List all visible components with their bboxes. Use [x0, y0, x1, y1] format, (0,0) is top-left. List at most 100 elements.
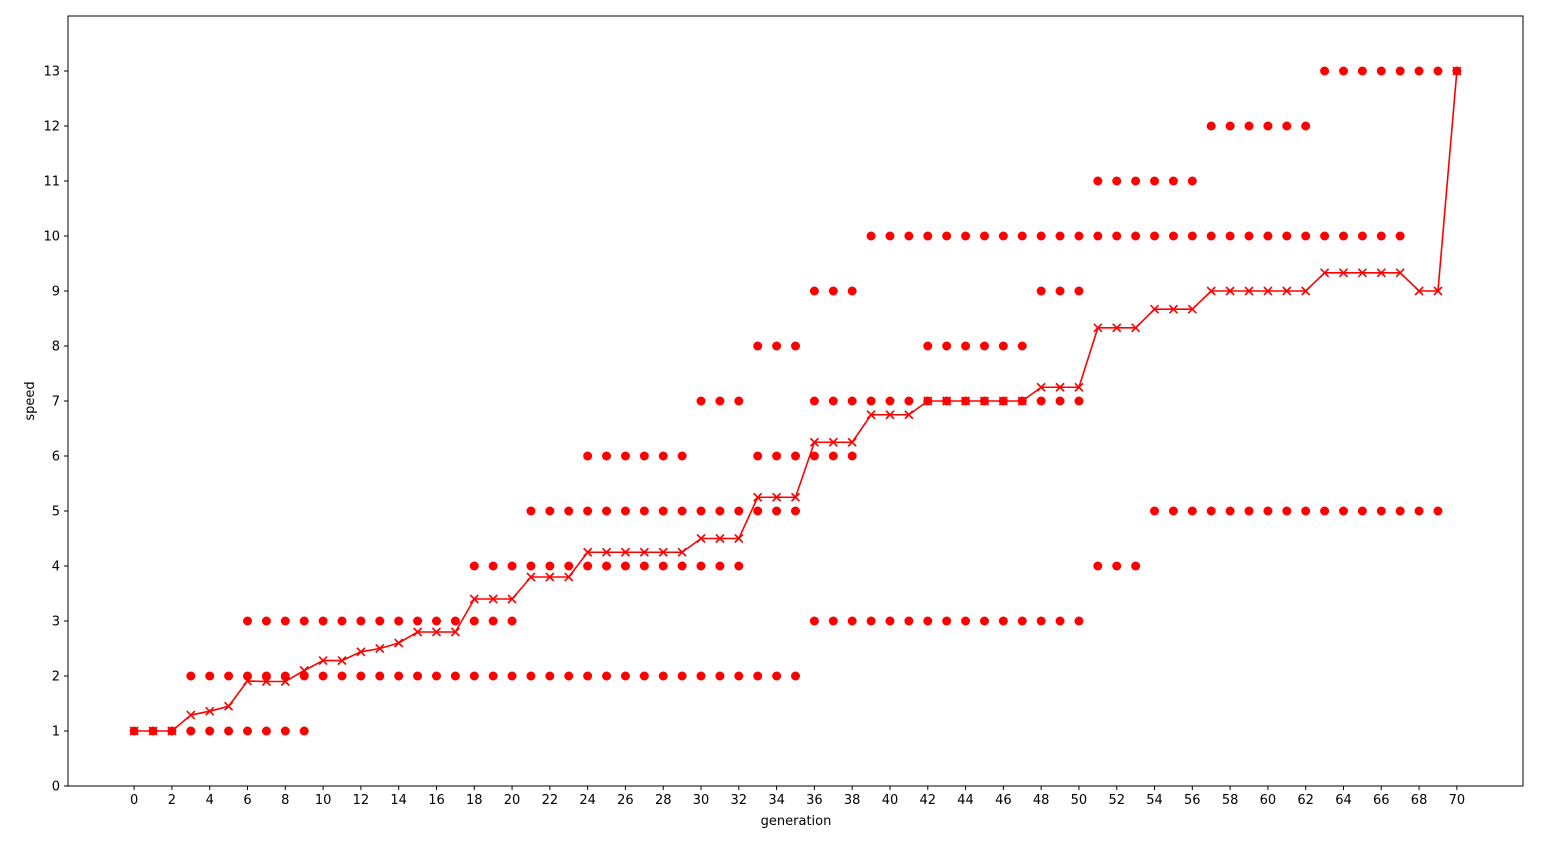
mean-marker [564, 572, 574, 582]
population-point [1225, 506, 1235, 516]
population-point [772, 341, 782, 351]
y-tick-label: 4 [52, 560, 60, 575]
population-point [1017, 231, 1027, 241]
y-tick-label: 6 [52, 450, 60, 465]
population-point [942, 616, 952, 626]
population-point [828, 616, 838, 626]
population-point [1036, 616, 1046, 626]
mean-marker [1433, 286, 1443, 296]
x-tick-label: 12 [353, 793, 370, 808]
population-point [866, 396, 876, 406]
population-point [866, 231, 876, 241]
population-point [1263, 121, 1273, 131]
mean-marker [280, 676, 290, 687]
population-point [1074, 231, 1084, 241]
population-point [469, 616, 479, 626]
population-point [620, 671, 630, 681]
population-point [1187, 506, 1197, 516]
population-point [356, 616, 366, 626]
population-point [431, 616, 441, 626]
mean-marker [1168, 304, 1178, 314]
population-point [658, 506, 668, 516]
population-point [545, 506, 555, 516]
population-point [450, 671, 460, 681]
population-point [791, 506, 800, 516]
population-point [583, 451, 593, 461]
population-point [564, 561, 574, 571]
population-point [337, 671, 347, 681]
y-tick-label: 13 [43, 65, 60, 80]
mean-marker [583, 547, 593, 557]
x-tick-label: 70 [1449, 793, 1466, 808]
population-point [394, 671, 404, 681]
population-point [318, 616, 328, 626]
population-point [583, 671, 593, 681]
y-tick-label: 3 [52, 615, 60, 630]
x-tick-label: 10 [315, 793, 332, 808]
population-point [904, 616, 914, 626]
population-point [1357, 506, 1367, 516]
mean-marker [828, 437, 838, 447]
population-point [1357, 231, 1367, 241]
population-point [1168, 176, 1178, 186]
population-point [1074, 286, 1084, 296]
mean-marker [1320, 268, 1330, 278]
x-tick-label: 14 [390, 793, 407, 808]
population-point [1395, 506, 1405, 516]
population-point [772, 506, 782, 516]
mean-marker [394, 638, 404, 648]
x-axis-ticks: 0 2 4 6 8 10 12 14 16 18 20 22 24 26 28 30 32 34 36 38 40 42 4… [130, 786, 1465, 808]
x-tick-label: 52 [1108, 793, 1125, 808]
population-point [1131, 231, 1141, 241]
population-point [1282, 121, 1292, 131]
population-point [507, 616, 517, 626]
x-tick-label: 68 [1411, 793, 1428, 808]
population-point [602, 451, 612, 461]
mean-marker [242, 676, 253, 686]
population-point [923, 231, 933, 241]
x-tick-label: 44 [957, 793, 974, 808]
population-point [186, 726, 196, 736]
mean-marker [375, 643, 385, 654]
population-point [1150, 506, 1160, 516]
x-tick-label: 20 [504, 793, 521, 808]
population-point [772, 451, 782, 461]
x-tick-label: 36 [806, 793, 823, 808]
x-tick-label: 38 [844, 793, 861, 808]
population-point [1074, 616, 1084, 626]
population-point [1093, 561, 1103, 571]
mean-marker [356, 647, 366, 657]
y-tick-label: 1 [52, 725, 60, 740]
mean-marker [601, 547, 612, 557]
population-point [375, 616, 385, 626]
population-point [1338, 231, 1348, 241]
x-tick-label: 42 [919, 793, 936, 808]
population-point [1282, 506, 1292, 516]
population-point [734, 561, 744, 571]
population-point [1433, 66, 1443, 76]
x-tick-label: 18 [466, 793, 483, 808]
mean-marker [772, 492, 782, 502]
population-point [979, 231, 989, 241]
population-point [1263, 231, 1273, 241]
mean-marker [1376, 268, 1386, 278]
mean-marker [1225, 286, 1235, 296]
population-point [847, 451, 857, 461]
mean-marker [469, 594, 479, 604]
population-point [753, 506, 763, 516]
population-point [998, 231, 1008, 241]
population-point [1036, 286, 1046, 296]
population-point [885, 231, 895, 241]
population-point [772, 671, 782, 681]
population-point [545, 671, 555, 681]
population-point [696, 396, 706, 406]
population-point [639, 506, 649, 516]
population-point [469, 561, 479, 571]
population-point [847, 396, 857, 406]
population-point [658, 671, 668, 681]
population-point [904, 231, 914, 241]
mean-marker [1244, 286, 1254, 296]
population-point [753, 451, 763, 461]
population-point [979, 616, 989, 626]
